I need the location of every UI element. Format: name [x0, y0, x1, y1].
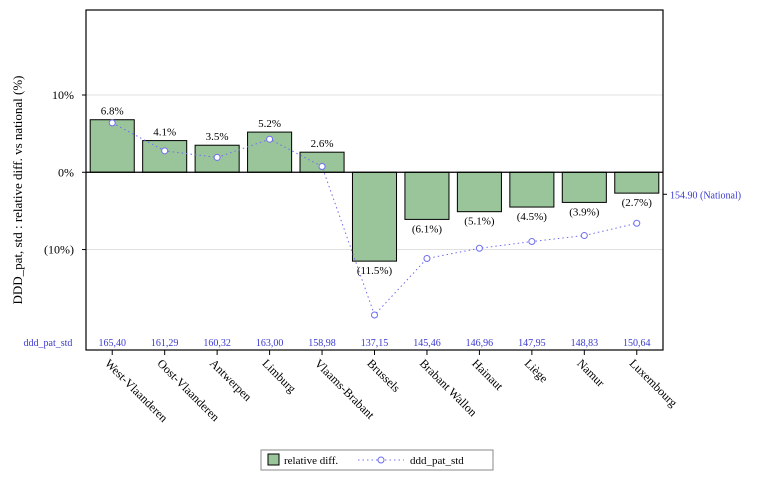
y-tick-label: 10% [52, 88, 74, 102]
y-tick-label: (10%) [44, 243, 74, 257]
category-label: Limburg [259, 356, 298, 395]
legend-bar-label: relative diff. [284, 455, 338, 467]
ddd-line-path [111, 122, 637, 316]
value-row: ddd_pat_std 165,40 161,29 160,32 163,00 158,9… [24, 338, 651, 349]
ddd-value-label: 163,00 [256, 338, 284, 349]
ddd-value-label: 148,83 [571, 338, 599, 349]
bar [351, 171, 398, 262]
ddd-point [528, 238, 536, 246]
category-label: Antwerpen [207, 356, 255, 404]
bar [614, 171, 660, 194]
ddd-value-label: 158,98 [308, 338, 336, 349]
ddd-value-label: 147,95 [518, 338, 546, 349]
bar-data-label: (11.5%) [357, 265, 393, 277]
bar [456, 171, 502, 213]
ddd-point [318, 163, 326, 171]
ddd-value-label: 165,40 [98, 338, 126, 349]
ddd-value-label: 137,15 [361, 338, 389, 349]
y-axis: 10% 0% (10%) DDD_pat, std : relative diff. … [10, 75, 86, 305]
bar-data-label: 4.1% [153, 127, 176, 139]
bar-data-label: (6.1%) [412, 223, 443, 235]
bar-data-label: 6.8% [101, 106, 124, 118]
ddd-line: 154.90 (National) [108, 119, 741, 319]
ddd-point [423, 254, 431, 262]
bar [247, 131, 293, 173]
ddd-value-label: 145,46 [413, 338, 441, 349]
ddd-point [266, 135, 274, 143]
legend-point-swatch [377, 456, 385, 464]
ddd-value-label: 160,32 [203, 338, 231, 349]
bar-data-label: 2.6% [311, 138, 334, 150]
national-label: 154.90 (National) [670, 190, 741, 201]
value-row-label: ddd_pat_std [24, 338, 73, 349]
ddd-point [580, 232, 588, 240]
ddd-point [633, 219, 641, 227]
bar-data-label: 3.5% [206, 131, 229, 143]
bar-data-label: (3.9%) [569, 206, 600, 218]
y-axis-title: DDD_pat, std : relative diff. vs nationa… [10, 75, 25, 304]
category-label: Brussels [364, 356, 403, 395]
bar [142, 140, 188, 173]
ddd-point [213, 153, 221, 161]
ddd-value-label: 161,29 [151, 338, 179, 349]
ddd-value-label: 150,64 [623, 338, 651, 349]
legend: relative diff. ddd_pat_std [260, 449, 494, 471]
y-tick-label: 0% [58, 165, 74, 179]
legend-line-label: ddd_pat_std [410, 455, 464, 467]
ddd-point [475, 244, 483, 252]
bar [509, 171, 555, 208]
bar [404, 171, 450, 220]
category-label: Hainaut [469, 356, 506, 393]
bars: 6.8% 4.1% 3.5% 5.2% 2.6% (11.5%) (6.1%) (5.1%) (… [89, 106, 660, 277]
bar-data-label: 5.2% [258, 118, 281, 130]
ddd-point [371, 311, 378, 319]
category-label: Namur [574, 356, 607, 389]
legend-bar-swatch [267, 453, 280, 466]
ddd-value-label: 146,96 [466, 338, 494, 349]
category-label: Luxembourg [627, 356, 681, 410]
bar-data-label: (4.5%) [517, 211, 548, 223]
ddd-point [161, 147, 169, 155]
bar [89, 119, 135, 173]
ddd-point [108, 119, 116, 127]
category-label: Liège [522, 356, 551, 385]
bar-data-label: (5.1%) [464, 216, 495, 228]
bar-data-label: (2.7%) [622, 197, 653, 209]
bar [561, 171, 607, 203]
